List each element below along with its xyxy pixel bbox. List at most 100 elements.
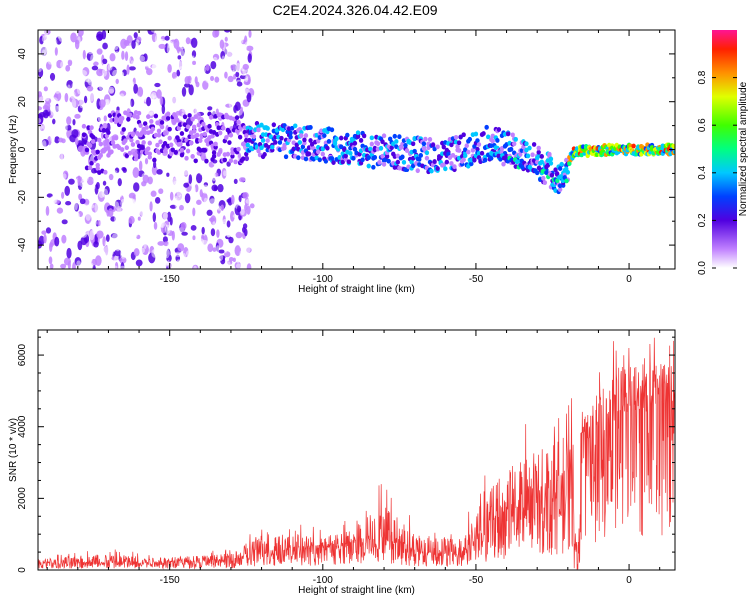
signal-blob: [549, 172, 555, 178]
speckle: [492, 116, 496, 121]
speckle: [473, 97, 476, 102]
noise-blob: [139, 35, 146, 47]
signal-blob: [400, 154, 405, 160]
signal-blob: [283, 154, 289, 160]
signal-blob: [461, 157, 466, 163]
signal-blob: [466, 149, 471, 155]
signal-blob: [323, 158, 329, 164]
noise-blob: [179, 204, 184, 211]
signal-blob: [518, 151, 523, 157]
noise-blob: [246, 263, 252, 269]
noise-blob: [49, 241, 53, 253]
signal-blob: [110, 140, 116, 146]
noise-blob: [62, 173, 67, 180]
noise-blob: [115, 149, 122, 157]
noise-blob: [164, 224, 171, 235]
signal-blob: [135, 114, 140, 120]
signal-blob: [456, 140, 462, 146]
noise-blob: [96, 230, 104, 239]
noise-blob: [49, 72, 56, 81]
signal-blob: [308, 138, 313, 143]
noise-blob: [217, 205, 222, 211]
signal-blob: [149, 119, 154, 124]
noise-blob: [234, 245, 242, 257]
signal-blob: [202, 131, 208, 137]
noise-blob: [181, 231, 188, 236]
signal-blob: [392, 165, 397, 170]
speckle: [662, 179, 665, 184]
signal-blob: [542, 180, 548, 186]
signal-blob: [361, 133, 367, 139]
signal-blob: [138, 123, 143, 128]
noise-blob: [43, 86, 48, 92]
noise-blob: [150, 190, 157, 197]
signal-blob: [156, 128, 162, 134]
signal-blob: [505, 131, 511, 137]
signal-blob: [564, 178, 569, 184]
signal-blob: [126, 116, 131, 122]
signal-blob: [244, 151, 249, 157]
signal-blob: [375, 141, 381, 147]
noise-blob: [244, 75, 249, 83]
speckle: [552, 133, 555, 138]
noise-blob: [101, 188, 109, 198]
speckle: [456, 84, 459, 89]
noise-blob: [248, 30, 252, 38]
colorbar-tick-label: 0.8: [697, 70, 708, 84]
noise-blob: [146, 96, 152, 107]
speckle: [550, 50, 554, 55]
speckle: [556, 132, 560, 137]
signal-blob: [463, 147, 468, 153]
noise-blob: [38, 106, 43, 111]
signal-blob: [121, 127, 126, 132]
noise-blob: [61, 219, 68, 225]
signal-blob: [384, 153, 390, 159]
x-tick-label: -100: [313, 274, 333, 285]
speckle: [391, 180, 394, 185]
noise-blob: [128, 80, 135, 88]
noise-blob: [103, 115, 107, 122]
speckle: [508, 110, 512, 115]
noise-blob: [186, 263, 191, 269]
noise-blob: [235, 231, 243, 239]
signal-blob: [270, 144, 275, 150]
signal-blob: [469, 161, 474, 167]
noise-blob: [51, 209, 56, 216]
noise-blob: [203, 197, 208, 206]
speckle: [427, 85, 430, 90]
noise-blob: [57, 142, 62, 149]
signal-blob: [351, 155, 356, 161]
signal-blob: [346, 159, 352, 165]
noise-blob: [39, 195, 43, 204]
speckle: [652, 188, 655, 193]
noise-blob: [151, 63, 158, 70]
noise-blob: [52, 97, 58, 104]
noise-blob: [199, 261, 207, 266]
noise-blob: [239, 238, 243, 249]
signal-blob: [381, 161, 387, 167]
noise-blob: [238, 195, 242, 203]
speckle: [271, 80, 274, 85]
noise-blob: [212, 247, 217, 252]
noise-blob: [78, 193, 83, 201]
noise-blob: [82, 49, 86, 60]
signal-blob: [233, 159, 238, 165]
noise-blob: [91, 65, 99, 71]
signal-blob: [484, 124, 489, 130]
noise-blob: [88, 103, 93, 110]
speckle: [622, 88, 625, 93]
noise-blob: [144, 90, 151, 97]
noise-blob: [86, 77, 92, 83]
signal-blob: [401, 159, 407, 165]
signal-blob: [97, 137, 102, 143]
noise-blob: [207, 41, 212, 48]
noise-blob: [76, 84, 82, 95]
noise-blob: [161, 86, 166, 97]
noise-blob: [52, 129, 59, 136]
noise-blob: [100, 131, 105, 140]
noise-blob: [97, 54, 102, 66]
noise-blob: [243, 55, 248, 60]
signal-blob: [485, 134, 491, 140]
noise-blob: [129, 71, 135, 77]
signal-blob: [184, 155, 189, 161]
